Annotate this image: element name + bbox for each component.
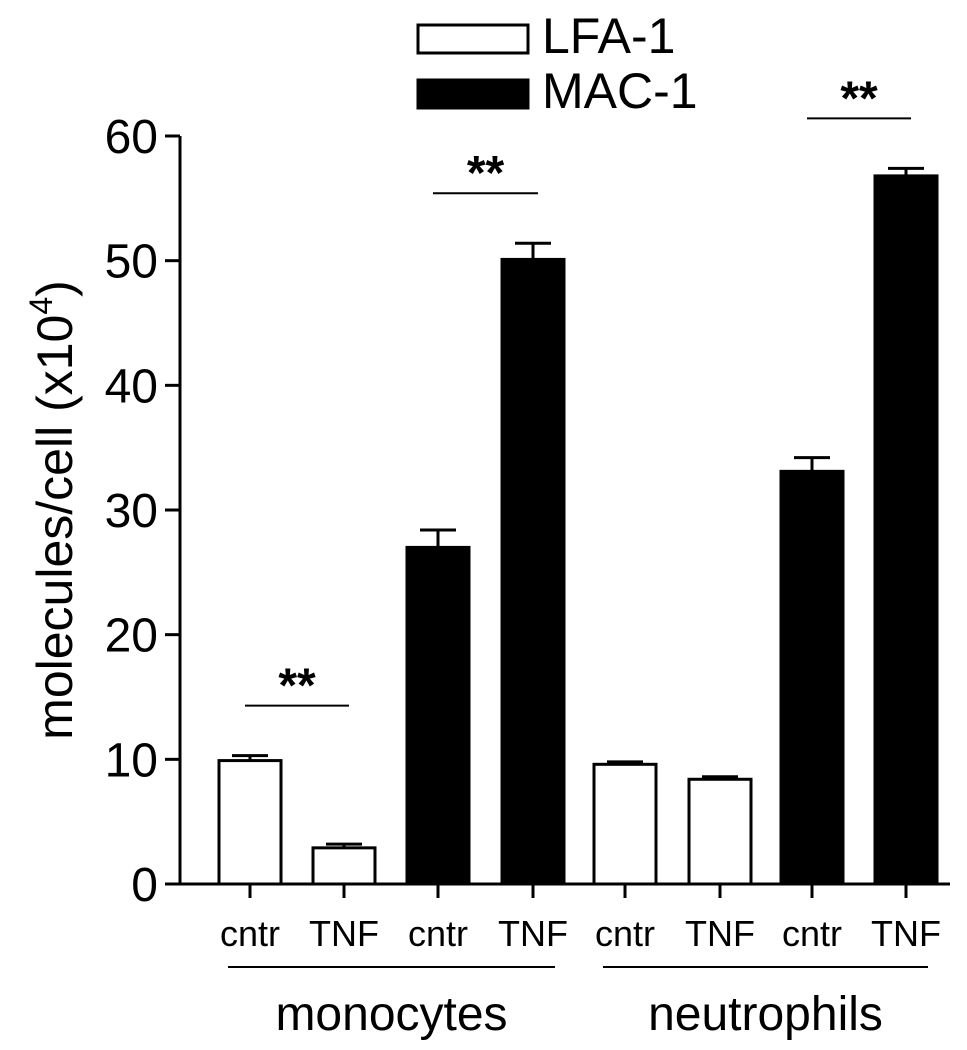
y-axis: 0 10 20 30 40 50 60 — [105, 111, 182, 912]
x-tick-label: cntr — [220, 913, 280, 954]
y-tick-label: 30 — [105, 485, 158, 538]
legend-label-lfa-1: LFA-1 — [542, 8, 675, 64]
legend-swatch-mac-1 — [416, 78, 530, 110]
legend-label-mac-1: MAC-1 — [542, 63, 698, 119]
y-tick-label: 60 — [105, 111, 158, 164]
bar-mac-1-tnf — [500, 257, 566, 886]
group-label-monocytes: monocytes — [275, 988, 507, 1041]
x-tick-label: cntr — [408, 913, 468, 954]
y-axis-label: molecules/cell (x104) — [23, 280, 83, 740]
y-tick-label: 40 — [105, 360, 158, 413]
y-tick-label: 50 — [105, 236, 158, 289]
y-tick-label: 10 — [105, 734, 158, 787]
bar-mac-1-tnf — [873, 174, 939, 886]
significance-label: ** — [278, 660, 316, 713]
x-tick-label: TNF — [685, 913, 755, 954]
significance-label: ** — [840, 72, 878, 125]
bars — [217, 166, 939, 886]
x-tick-label: TNF — [871, 913, 941, 954]
x-axis: cntr TNF cntr TNF cntr TNF cntr TNF monocytes neu… — [180, 882, 950, 1041]
x-tick-label: cntr — [782, 913, 842, 954]
y-tick-label: 20 — [105, 610, 158, 663]
bar-mac-1-cntr — [405, 545, 471, 886]
y-axis-label-text: molecules/cell (x10 — [27, 315, 83, 740]
legend-swatch-lfa-1 — [416, 23, 530, 55]
bar-lfa-1-cntr — [217, 759, 283, 886]
bar-mac-1-cntr — [779, 469, 845, 886]
x-tick-label: cntr — [595, 913, 655, 954]
y-axis-label-close: ) — [27, 280, 83, 297]
y-axis-label-exponent: 4 — [23, 297, 59, 315]
y-tick-label: 0 — [131, 859, 158, 912]
significance-label: ** — [467, 147, 505, 200]
group-label-neutrophils: neutrophils — [648, 988, 883, 1041]
x-tick-label: TNF — [309, 913, 379, 954]
bar-lfa-1-cntr — [592, 762, 658, 886]
significance-markers: ** ** ** — [245, 72, 911, 713]
x-tick-label: TNF — [498, 913, 568, 954]
bar-lfa-1-tnf — [687, 777, 753, 886]
bar-lfa-1-tnf — [311, 846, 377, 886]
